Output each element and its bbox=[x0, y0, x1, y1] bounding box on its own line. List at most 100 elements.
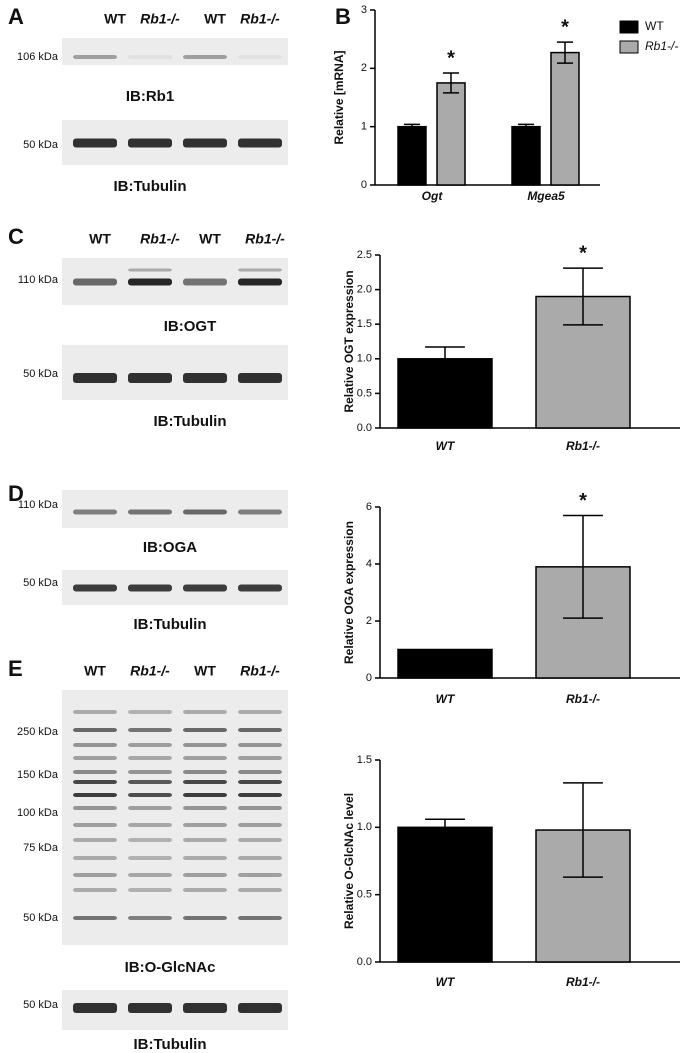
blot-band bbox=[128, 728, 172, 732]
blot-caption: IB:OGA bbox=[143, 539, 197, 556]
significance: * bbox=[447, 47, 455, 69]
blot-band bbox=[183, 55, 227, 59]
lane-label: Rb1-/- bbox=[140, 231, 180, 247]
blot-band bbox=[73, 838, 117, 842]
y-tick-label: 0.5 bbox=[357, 889, 372, 901]
blot-band bbox=[183, 873, 227, 877]
blot-band bbox=[238, 806, 282, 810]
blot-band bbox=[73, 780, 117, 784]
blot-band bbox=[128, 888, 172, 892]
blot-band bbox=[183, 838, 227, 842]
blot-band bbox=[73, 55, 117, 59]
y-tick-label: 2 bbox=[366, 615, 372, 627]
y-tick-label: 3 bbox=[361, 4, 367, 16]
lane-label: WT bbox=[204, 11, 226, 27]
blot-band bbox=[183, 138, 227, 148]
panel-label: B bbox=[335, 4, 351, 29]
panel-label: E bbox=[8, 656, 23, 681]
blot-band bbox=[238, 780, 282, 784]
size-marker: 50 kDa bbox=[23, 577, 59, 589]
blot-band bbox=[238, 856, 282, 860]
bar bbox=[511, 125, 541, 186]
blot-band bbox=[238, 888, 282, 892]
blot-band bbox=[128, 780, 172, 784]
y-tick-label: 4 bbox=[366, 558, 372, 570]
blot-band bbox=[238, 55, 282, 59]
y-tick-label: 1 bbox=[361, 121, 367, 133]
legend-swatch bbox=[619, 40, 639, 54]
blot-band bbox=[73, 728, 117, 732]
legend-label: WT bbox=[645, 19, 664, 33]
x-tick-label: Rb1-/- bbox=[566, 975, 600, 989]
blot-band bbox=[73, 888, 117, 892]
size-marker: 150 kDa bbox=[17, 769, 59, 781]
blot-band bbox=[128, 823, 172, 827]
blot-band bbox=[73, 823, 117, 827]
lane-label: WT bbox=[104, 11, 126, 27]
blot-image bbox=[62, 38, 288, 65]
blot-band bbox=[183, 793, 227, 797]
x-tick-label: Mgea5 bbox=[527, 189, 565, 203]
panel-label: A bbox=[8, 4, 24, 29]
y-axis-label: Relative OGT expression bbox=[342, 270, 356, 412]
blot-band bbox=[73, 770, 117, 774]
size-marker: 50 kDa bbox=[23, 912, 59, 924]
blot-band bbox=[238, 756, 282, 760]
size-marker: 110 kDa bbox=[18, 274, 59, 286]
bar bbox=[397, 826, 493, 963]
blot-band bbox=[73, 1003, 117, 1013]
panel-label: D bbox=[8, 481, 24, 506]
blot-band bbox=[238, 823, 282, 827]
blot-band bbox=[238, 509, 282, 515]
bar bbox=[550, 51, 580, 186]
blot-caption: IB:Rb1 bbox=[126, 88, 174, 105]
y-tick-label: 0.0 bbox=[357, 956, 372, 968]
blot-band bbox=[183, 278, 227, 286]
blot-band bbox=[73, 509, 117, 515]
blot-band bbox=[73, 916, 117, 920]
x-tick-label: WT bbox=[436, 439, 456, 453]
blot-image bbox=[62, 490, 288, 528]
blot-band bbox=[128, 710, 172, 714]
blot-band bbox=[73, 373, 117, 383]
size-marker: 75 kDa bbox=[23, 842, 59, 854]
blot-band bbox=[238, 916, 282, 920]
blot-band bbox=[73, 710, 117, 714]
y-tick-label: 1.0 bbox=[357, 821, 372, 833]
blot-band bbox=[73, 756, 117, 760]
blot-band bbox=[128, 838, 172, 842]
significance: * bbox=[579, 242, 587, 264]
blot-band bbox=[128, 268, 172, 272]
blot-band bbox=[183, 1003, 227, 1013]
blot-band bbox=[183, 806, 227, 810]
bar bbox=[397, 648, 493, 679]
lane-label: Rb1-/- bbox=[140, 11, 180, 27]
y-tick-label: 6 bbox=[366, 501, 372, 513]
size-marker: 110 kDa bbox=[18, 499, 59, 511]
blot-image bbox=[62, 345, 288, 400]
blot-band bbox=[73, 856, 117, 860]
lane-label: Rb1-/- bbox=[240, 663, 280, 679]
y-tick-label: 2.0 bbox=[357, 284, 372, 296]
x-tick-label: Rb1-/- bbox=[566, 692, 600, 706]
bar bbox=[397, 125, 427, 186]
blot-band bbox=[128, 138, 172, 148]
blot-band bbox=[183, 823, 227, 827]
y-axis-label: Relative O-GlcNAc level bbox=[342, 793, 356, 929]
legend-label: Rb1-/- bbox=[645, 39, 678, 53]
y-tick-label: 0 bbox=[366, 672, 372, 684]
blot-band bbox=[73, 793, 117, 797]
x-tick-label: Ogt bbox=[422, 189, 444, 203]
lane-label: WT bbox=[84, 663, 106, 679]
blot-band bbox=[183, 373, 227, 383]
blot-band bbox=[73, 138, 117, 148]
lane-label: WT bbox=[199, 231, 221, 247]
blot-band bbox=[128, 509, 172, 515]
y-tick-label: 0.0 bbox=[357, 422, 372, 434]
y-tick-label: 2 bbox=[361, 62, 367, 74]
lane-label: WT bbox=[89, 231, 111, 247]
blot-caption: IB:Tubulin bbox=[133, 1036, 206, 1053]
y-tick-label: 2.5 bbox=[357, 249, 372, 261]
blot-band bbox=[73, 873, 117, 877]
lane-label: Rb1-/- bbox=[130, 663, 170, 679]
